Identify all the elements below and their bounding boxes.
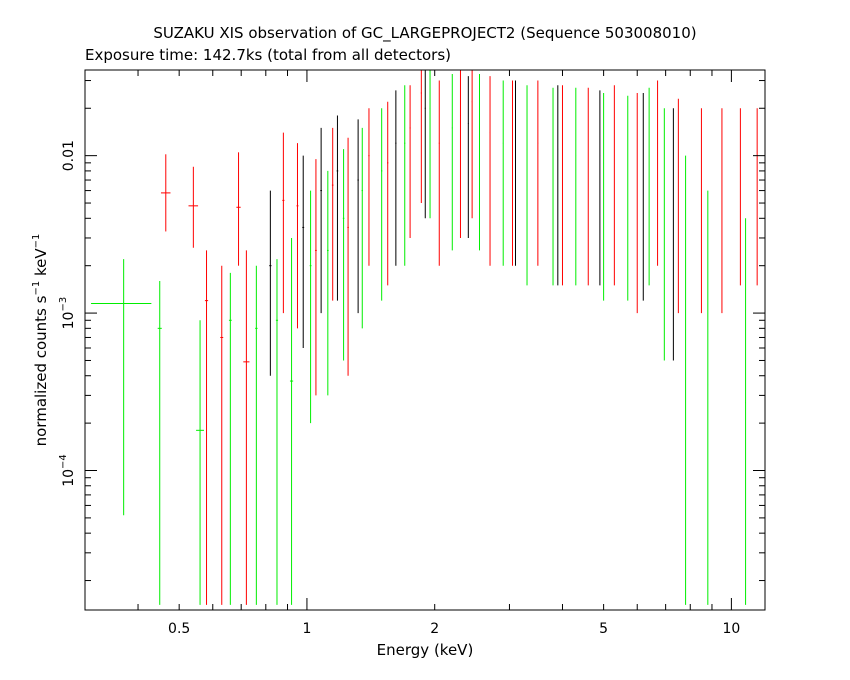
data-point: [296, 143, 299, 329]
data-point: [188, 166, 199, 248]
data-point: [451, 74, 453, 251]
data-point: [91, 259, 152, 516]
data-point: [361, 127, 363, 329]
y-axis-label-sup1: −1: [31, 281, 42, 296]
data-point: [243, 250, 250, 605]
data-point: [357, 119, 359, 314]
data-point: [409, 85, 411, 238]
data-point: [327, 170, 329, 396]
data-point: [282, 132, 285, 314]
data-point: [160, 154, 171, 232]
data-point: [320, 127, 322, 314]
y-axis-label-main: normalized counts s: [32, 295, 50, 446]
data-point: [537, 80, 539, 266]
x-tick-label: 2: [430, 621, 439, 637]
y-axis-label: normalized counts s−1 keV−1: [31, 234, 50, 447]
data-point: [489, 76, 491, 266]
x-axis-label: Energy (keV): [377, 641, 474, 659]
data-point: [429, 70, 431, 219]
data-point: [471, 70, 473, 219]
y-tick-label-exp: −4: [58, 454, 69, 469]
x-tick-label: 1: [302, 621, 311, 637]
data-point: [526, 85, 528, 286]
series-2: [269, 70, 674, 376]
chart-subtitle: Exposure time: 142.7ks (total from all d…: [85, 46, 451, 64]
data-layer: [91, 70, 758, 605]
y-tick-label-base: 10: [61, 312, 77, 330]
x-tick-label: 5: [599, 621, 608, 637]
y-tick-label: 10−4: [58, 454, 77, 487]
data-point: [196, 320, 204, 605]
data-point: [289, 237, 294, 605]
data-point: [347, 137, 349, 376]
x-tick-label: 0.5: [168, 621, 190, 637]
series-1: [91, 70, 747, 605]
y-tick-label-base: 10: [61, 469, 77, 487]
data-point: [478, 74, 480, 251]
y-tick-label: 10−3: [58, 297, 77, 330]
data-point: [336, 115, 339, 301]
data-point: [512, 80, 514, 266]
data-point: [236, 152, 241, 266]
y-axis-label-mid: keV: [32, 248, 50, 281]
data-point: [342, 149, 345, 361]
y-tick-label-exp: −3: [58, 297, 69, 312]
data-point: [404, 85, 406, 266]
data-point: [275, 259, 279, 605]
data-point: [368, 108, 370, 266]
chart-title: SUZAKU XIS observation of GC_LARGEPROJEC…: [153, 24, 696, 43]
data-point: [420, 70, 422, 204]
data-point: [381, 108, 383, 301]
data-point: [745, 218, 747, 605]
data-point: [438, 80, 440, 266]
y-axis-label-sup2: −1: [31, 234, 42, 249]
series-0: [160, 70, 758, 605]
data-point: [331, 127, 334, 301]
data-point: [502, 80, 504, 266]
data-point: [315, 159, 317, 396]
data-point: [228, 272, 232, 605]
data-point: [255, 265, 258, 605]
data-point: [157, 280, 162, 605]
data-point: [395, 90, 397, 266]
data-point: [302, 155, 305, 349]
plot-frame: [84, 69, 766, 611]
y-tick-label: 0.01: [61, 140, 77, 171]
data-point: [204, 250, 209, 605]
x-tick-label: 10: [722, 621, 740, 637]
data-point: [269, 190, 272, 376]
data-point: [514, 80, 516, 266]
data-point: [387, 101, 389, 286]
data-point: [459, 70, 461, 238]
data-point: [309, 190, 312, 424]
data-point: [220, 265, 224, 605]
data-point: [424, 70, 426, 219]
data-point: [467, 76, 469, 238]
